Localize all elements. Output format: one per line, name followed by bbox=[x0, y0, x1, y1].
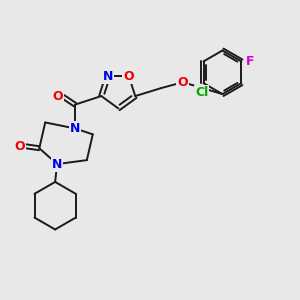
Text: F: F bbox=[246, 55, 254, 68]
Text: N: N bbox=[52, 158, 62, 171]
Text: Cl: Cl bbox=[195, 85, 208, 99]
Text: O: O bbox=[124, 70, 134, 83]
Text: O: O bbox=[178, 76, 188, 89]
Text: N: N bbox=[70, 122, 80, 135]
Text: O: O bbox=[14, 140, 25, 153]
Text: N: N bbox=[103, 70, 113, 83]
Text: O: O bbox=[53, 90, 63, 103]
